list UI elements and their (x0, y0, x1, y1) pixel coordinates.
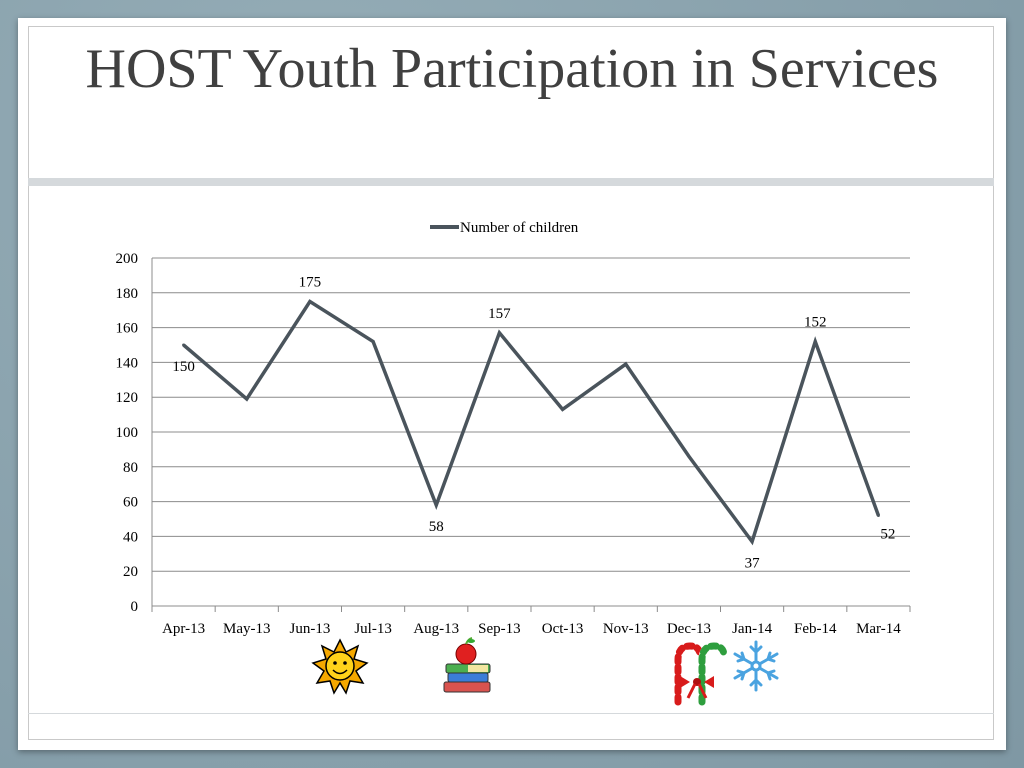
grid (152, 257, 910, 607)
data-label: 52 (880, 527, 895, 543)
data-label: 37 (745, 556, 761, 572)
data-point (561, 407, 565, 411)
axes: 0 20 40 60 80 100 120 140 160 180 200 Apr-13 May-13 J… (116, 251, 911, 637)
data-label: 175 (299, 275, 322, 291)
slide-title: HOST Youth Participation in Services (85, 38, 939, 100)
data-point (750, 540, 754, 544)
x-tick-label: Oct-13 (542, 621, 584, 637)
y-tick-label: 40 (123, 529, 138, 545)
data-point (308, 300, 312, 303)
y-tick-label: 20 (123, 564, 138, 580)
footer-divider (28, 713, 994, 714)
x-tick-label: Jan-14 (732, 621, 772, 637)
title-divider (28, 178, 994, 186)
y-tick-label: 160 (116, 321, 139, 337)
data-label: 58 (429, 519, 444, 535)
data-label: 150 (172, 359, 195, 375)
data-point (245, 397, 249, 401)
series (182, 299, 881, 546)
x-tick-label: Jun-13 (289, 621, 330, 637)
data-labels: 150 175 58 157 37 152 52 (172, 275, 895, 572)
series-line-number-of-children (182, 299, 881, 546)
data-point (434, 503, 438, 507)
x-tick-label: Feb-14 (794, 621, 837, 637)
y-tick-label: 80 (123, 460, 138, 476)
y-tick-label: 180 (116, 286, 139, 302)
data-point (182, 343, 186, 347)
sun-icon (311, 638, 369, 695)
apple-books-icon (443, 637, 491, 693)
legend: Number of children (430, 220, 579, 236)
data-point (813, 340, 817, 344)
y-tick-label: 100 (116, 425, 139, 441)
y-tick-label: 60 (123, 495, 138, 511)
legend-label: Number of children (460, 220, 579, 236)
y-tick-label: 200 (116, 251, 139, 267)
data-point (624, 362, 628, 366)
data-point (497, 331, 501, 335)
candy-canes-icon (674, 642, 728, 706)
x-tick-label: Nov-13 (603, 621, 649, 637)
data-label: 152 (804, 315, 827, 331)
slide: HOST Youth Participation in Services Num… (18, 18, 1006, 750)
x-tick-label: Apr-13 (162, 621, 205, 637)
y-tick-label: 140 (116, 355, 139, 371)
y-tick-label: 120 (116, 390, 139, 406)
data-label: 157 (488, 306, 511, 322)
y-tick-label: 0 (131, 599, 139, 615)
x-tick-label: Aug-13 (413, 621, 459, 637)
line-chart: Number of children 0 20 40 60 80 100 120 140 160… (116, 220, 911, 706)
x-tick-label: Dec-13 (667, 621, 711, 637)
x-tick-label: Jul-13 (354, 621, 392, 637)
x-tick-label: Mar-14 (856, 621, 901, 637)
data-point (371, 340, 375, 344)
data-point (687, 454, 691, 458)
slide-frame (28, 26, 994, 740)
x-tick-label: May-13 (223, 621, 271, 637)
data-point (876, 514, 880, 518)
x-tick-label: Sep-13 (478, 621, 521, 637)
snowflake-icon (733, 640, 779, 692)
